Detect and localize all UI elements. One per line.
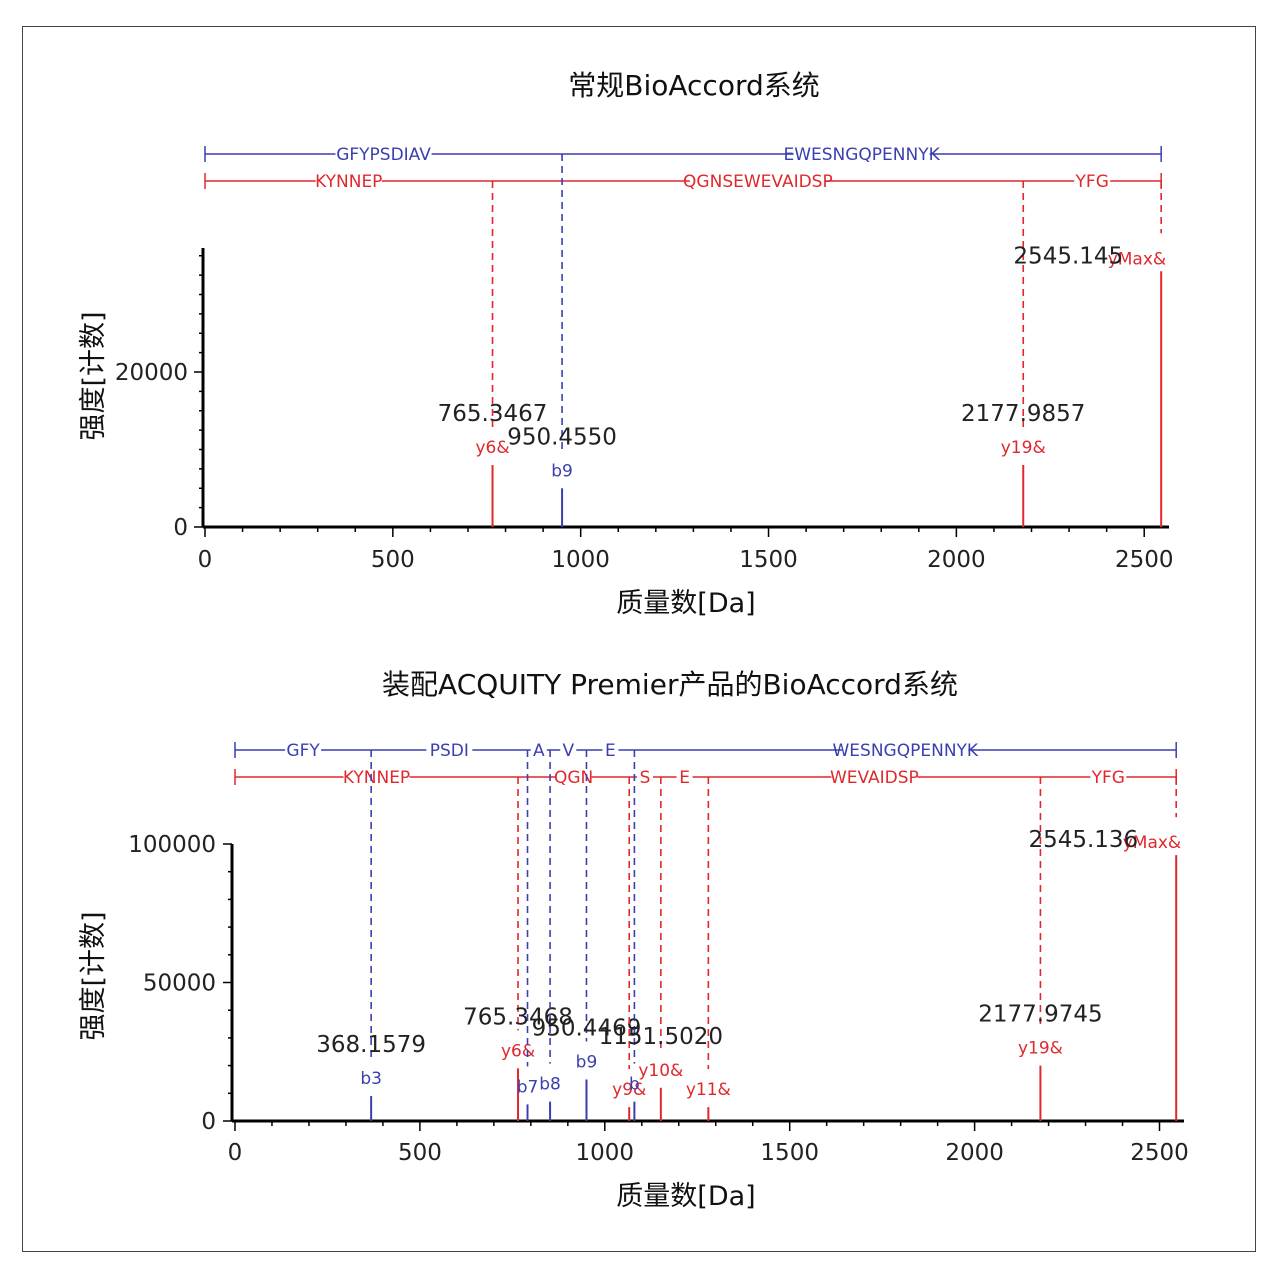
ion-label: y9& [612, 1080, 646, 1100]
b-ladder-label-bg [602, 740, 619, 760]
x-tick-label: 1500 [760, 1140, 819, 1166]
y-ladder-segment: E [679, 768, 690, 788]
x-tick-label: 1000 [551, 547, 610, 573]
y-ladder-label-bg [1090, 767, 1127, 787]
y-ladder-segment: YFG [1091, 768, 1125, 788]
ion-label: b [629, 1075, 640, 1095]
y-axis-label: 强度[计数] [78, 911, 109, 1040]
b-ladder-segment: A [533, 741, 545, 761]
b-ladder-label-bg [793, 144, 930, 164]
x-tick-label: 2000 [945, 1140, 1004, 1166]
ion-label: b8 [539, 1075, 561, 1095]
y-ladder-segment: S [640, 768, 651, 788]
spectrum-panel-standard: 常规BioAccord系统 质量数[Da] 强度[计数] 0 500 1000 150… [78, 69, 1173, 619]
ion-label: y10& [638, 1061, 683, 1081]
y-ladder-label-bg [689, 171, 826, 191]
x-tick-label: 2500 [1130, 1140, 1189, 1166]
ion-label: y19& [1018, 1039, 1063, 1059]
y-tick-label: 0 [201, 1109, 216, 1135]
b-ladder-segment: GFY [286, 741, 320, 761]
x-axis-label: 质量数[Da] [616, 1181, 755, 1212]
x-tick-label: 0 [198, 547, 213, 573]
ion-label: y6& [475, 438, 509, 458]
peak-mass-label: 765.3467 [438, 401, 548, 427]
figure-frame [22, 26, 1256, 1252]
peak-mass-label: 2545.145 [1013, 243, 1123, 269]
y-tick-label: 0 [173, 515, 188, 541]
b-ladder-label-bg [560, 740, 577, 760]
y-ladder-segment: WEVAIDSP [830, 768, 919, 788]
b-ladder-segment: GFYPSDIAV [336, 145, 431, 165]
ion-label: b3 [360, 1069, 382, 1089]
peak-mass-label: 2177.9857 [961, 401, 1085, 427]
y-ladder-segment: KYNNEP [343, 768, 410, 788]
y-ladder-label-bg [315, 171, 382, 191]
y-ladder-label-bg [343, 767, 410, 787]
x-tick-label: 1500 [739, 547, 798, 573]
x-tick-label: 0 [228, 1140, 243, 1166]
b-ladder-segment: E [605, 741, 616, 761]
x-axis-label: 质量数[Da] [616, 588, 755, 619]
x-tick-label: 500 [398, 1140, 442, 1166]
b-ladder-segment: V [562, 741, 574, 761]
ion-label: yMax& [1123, 833, 1181, 853]
b-ladder-label-bg [842, 740, 969, 760]
y-ladder-segment: QGNSEWEVAIDSP [683, 172, 833, 192]
y-ladder-label-bg [637, 767, 654, 787]
peak-mass-label: 950.4469 [532, 1015, 642, 1041]
ion-label: y11& [686, 1080, 731, 1100]
peak-mass-label: 950.4550 [507, 424, 617, 450]
b-ladder-segment: WESNGQPENNYK [833, 741, 979, 761]
x-tick-label: 2000 [927, 547, 986, 573]
b-ladder-label-bg [530, 740, 547, 760]
b-ladder-label-bg [335, 144, 432, 164]
y-ladder-segment: QGN [554, 768, 593, 788]
spectrum-panel-premier: 装配ACQUITY Premier产品的BioAccord系统 质量数[Da] … [78, 668, 1189, 1212]
y-tick-label: 50000 [143, 971, 216, 997]
y-ladder-label-bg [676, 767, 693, 787]
ion-label: b7 [517, 1077, 539, 1097]
x-tick-label: 2500 [1115, 547, 1174, 573]
b-ladder-label-bg [285, 740, 322, 760]
b-ladder-segment: PSDI [430, 741, 469, 761]
chart-title: 常规BioAccord系统 [568, 69, 820, 102]
ion-label: y19& [1001, 438, 1046, 458]
peak-mass-label: 368.1579 [316, 1032, 426, 1058]
b-ladder-label-bg [426, 740, 473, 760]
peak-mass-label: 2177.9745 [978, 1002, 1102, 1028]
y-tick-label: 20000 [115, 360, 188, 386]
peak-mass-label: 765.3468 [463, 1004, 573, 1030]
y-axis-label: 强度[计数] [78, 311, 109, 440]
ion-label: y6& [501, 1041, 535, 1061]
y-tick-label: 100000 [128, 832, 216, 858]
x-tick-label: 1000 [576, 1140, 635, 1166]
ion-label: yMax& [1108, 249, 1166, 269]
y-ladder-segment: KYNNEP [315, 172, 382, 192]
y-ladder-label-bg [1074, 171, 1111, 191]
y-ladder-label-bg [831, 767, 918, 787]
b-ladder-segment: EWESNGQPENNYK [783, 145, 940, 165]
peak-mass-label: 2545.136 [1028, 827, 1138, 853]
peak-mass-label: 1151.5020 [599, 1024, 723, 1050]
x-tick-label: 500 [371, 547, 415, 573]
ion-label: b9 [576, 1052, 598, 1072]
y-ladder-label-bg [555, 767, 592, 787]
y-ladder-segment: YFG [1075, 172, 1109, 192]
ion-label: b9 [551, 461, 573, 481]
chart-title: 装配ACQUITY Premier产品的BioAccord系统 [382, 668, 958, 701]
